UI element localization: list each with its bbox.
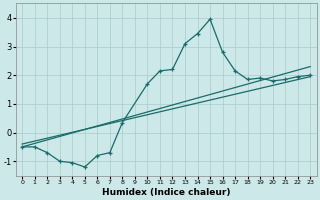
X-axis label: Humidex (Indice chaleur): Humidex (Indice chaleur)	[102, 188, 230, 197]
